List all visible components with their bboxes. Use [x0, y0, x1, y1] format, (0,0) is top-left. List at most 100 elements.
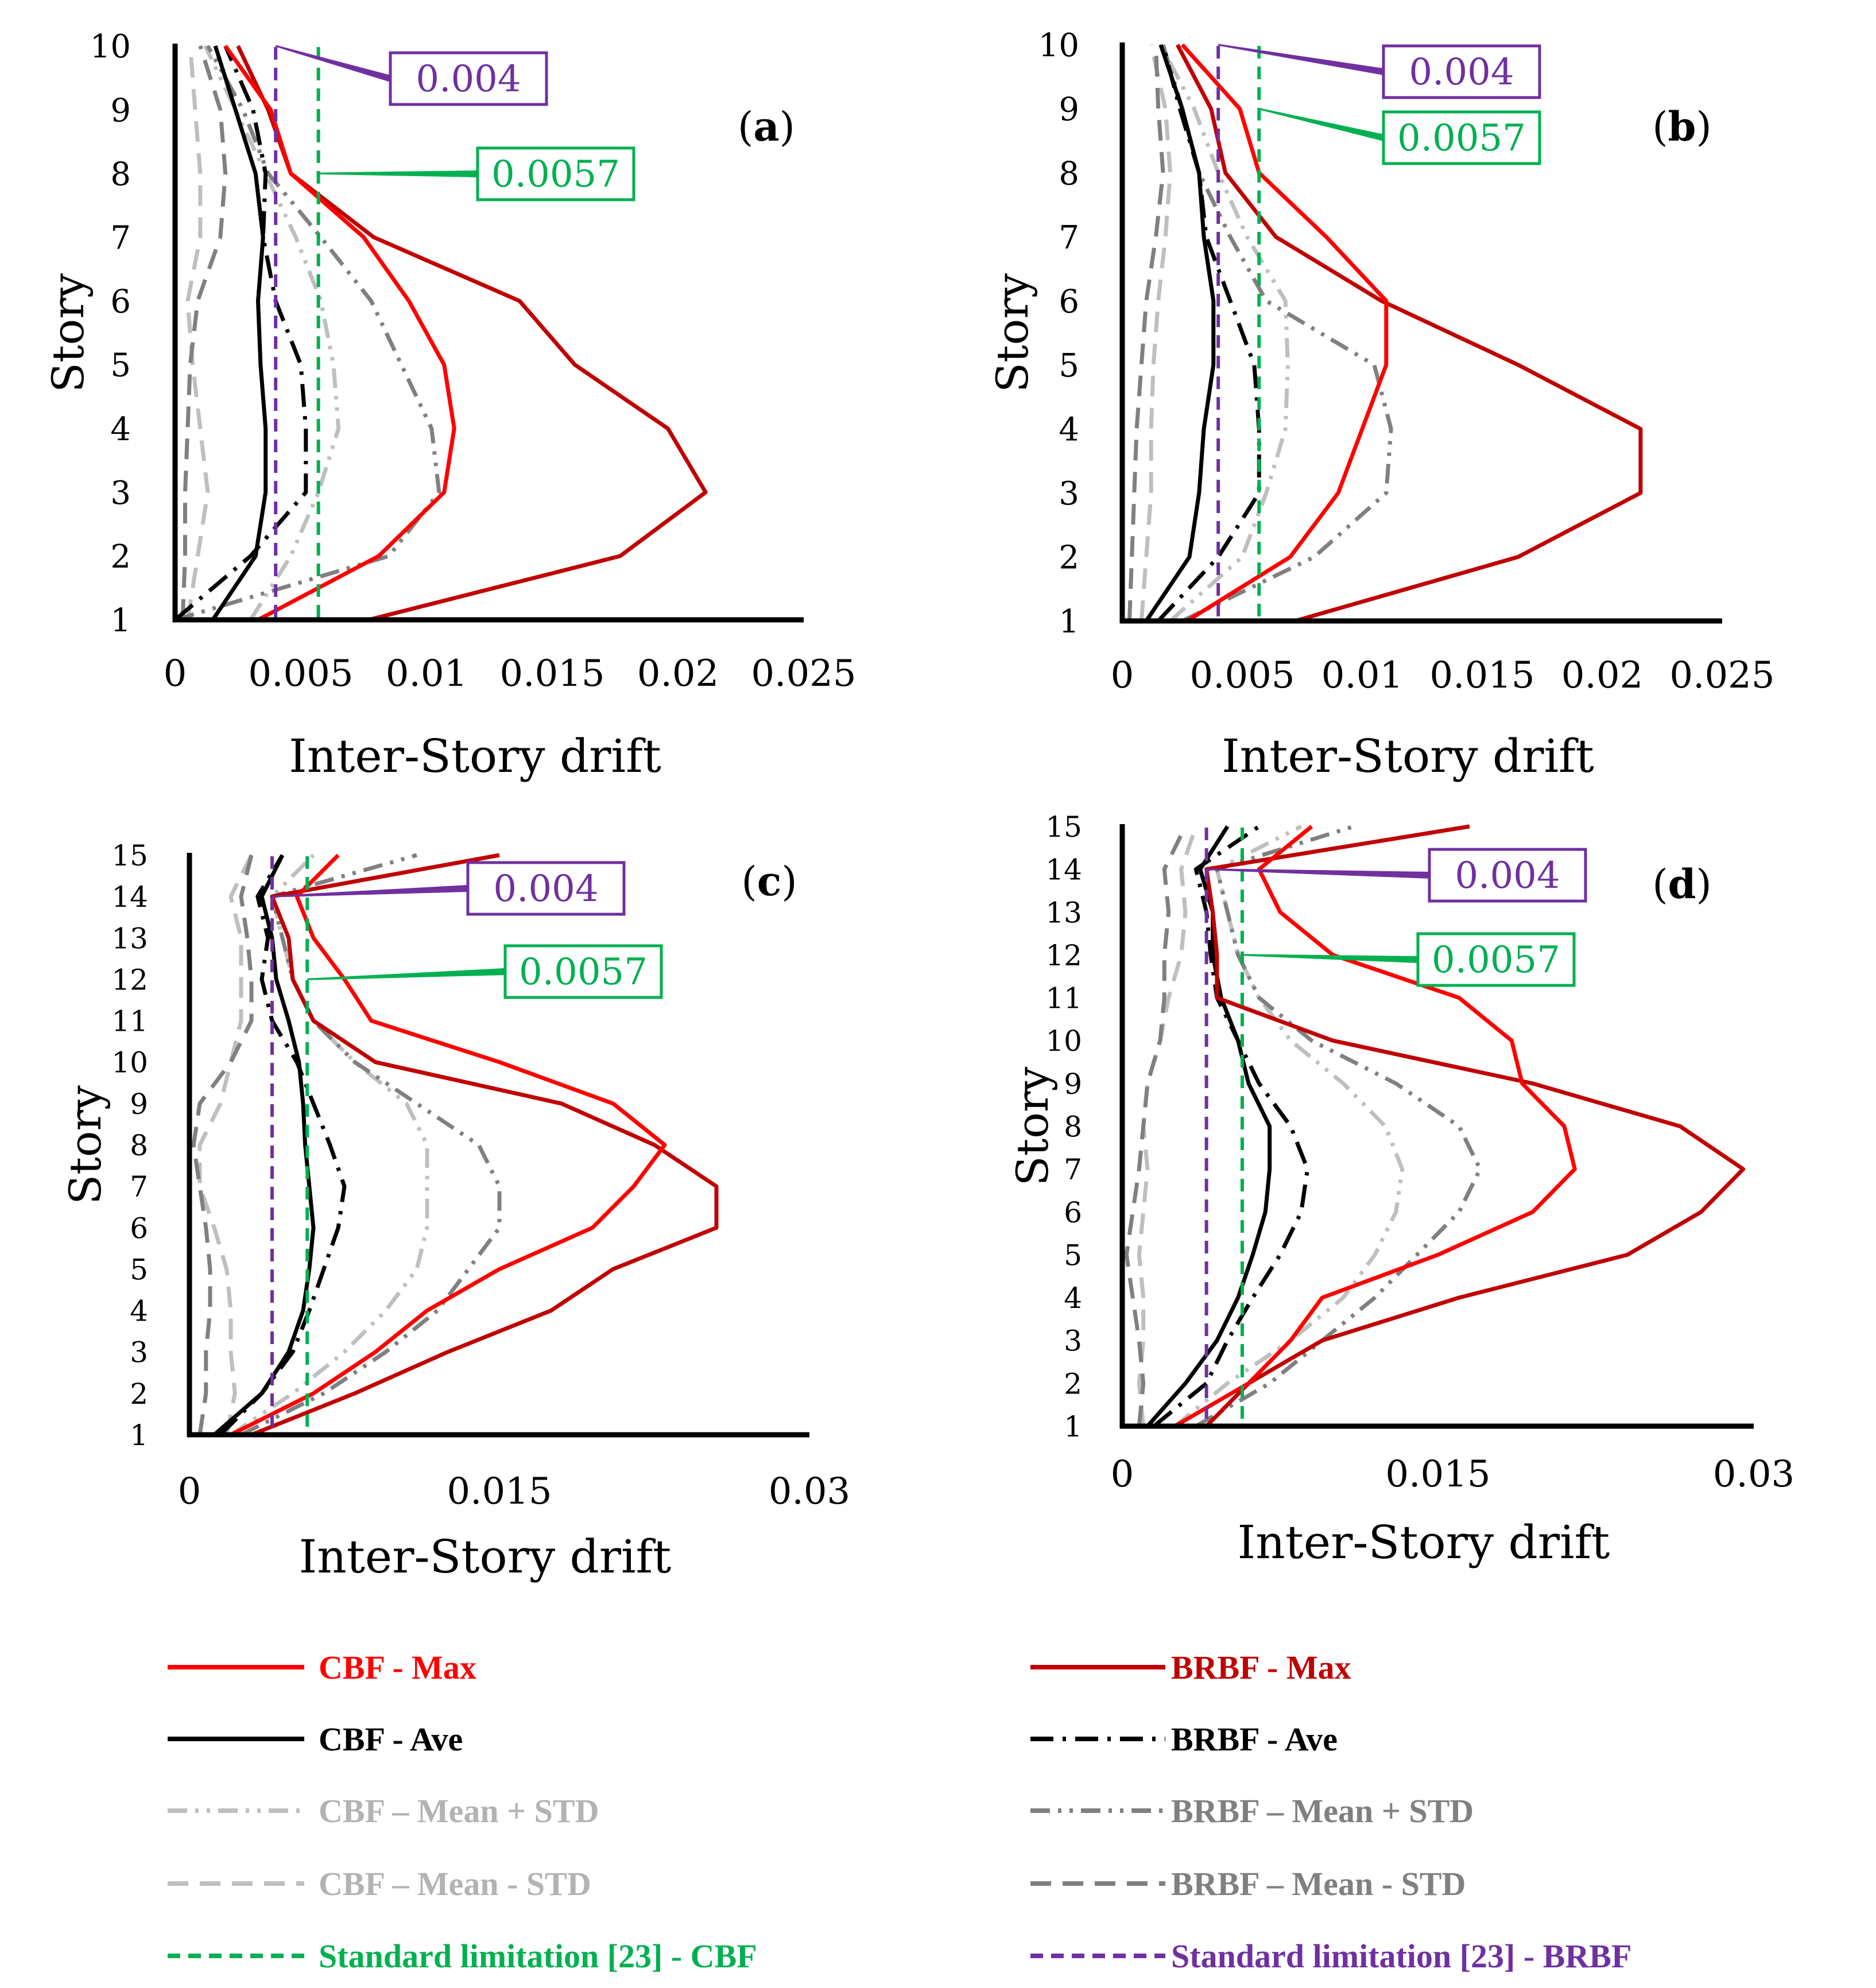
series-line-cbf_mps [230, 853, 429, 1436]
y-tick-label: 15 [111, 839, 148, 872]
legend-label: BRBF – Mean + STD [1171, 1792, 1474, 1830]
y-tick-label: 7 [110, 219, 131, 257]
legend-item-brbf_mms: BRBF – Mean - STD [1030, 1865, 1466, 1902]
y-tick-label: 8 [130, 1129, 148, 1162]
x-tick-label: 0.015 [447, 1470, 552, 1513]
y-tick-label: 11 [111, 1005, 148, 1038]
y-tick-label: 3 [1059, 475, 1079, 512]
y-tick-label: 9 [1064, 1067, 1082, 1101]
y-tick-label: 14 [111, 880, 148, 914]
y-tick-label: 5 [1064, 1238, 1082, 1272]
y-axis-label: Story [60, 1085, 111, 1205]
y-tick-label: 2 [110, 538, 131, 576]
series-line-brbf_max [1204, 824, 1746, 1428]
legend-label: BRBF - Ave [1171, 1721, 1338, 1758]
series-line-cbf_mps [1158, 44, 1290, 623]
callout-box-cbf_limit [503, 944, 663, 999]
series-line-cbf_ave [211, 45, 268, 621]
y-axis-label: Story [42, 273, 94, 393]
legend-label: CBF - Max [319, 1649, 476, 1686]
y-tick-label: 1 [130, 1419, 148, 1452]
y-tick-label: 1 [1064, 1410, 1082, 1443]
callout-box-cbf_limit [476, 146, 635, 201]
y-tick-label: 10 [90, 28, 131, 65]
x-tick-label: 0.025 [751, 653, 856, 695]
series-line-cbf_max [1180, 43, 1389, 623]
y-tick-label: 9 [1059, 91, 1079, 129]
y-tick-label: 6 [130, 1212, 148, 1245]
series-line-brbf_mms [1124, 825, 1188, 1427]
legend-item-brbf_max: BRBF - Max [1030, 1649, 1351, 1686]
legend-label: CBF – Mean + STD [319, 1792, 599, 1830]
y-axis-label: Story [1007, 1067, 1058, 1186]
callout-label-brbf_limit: 0.004 [416, 58, 521, 100]
panel-label: (b) [1652, 103, 1712, 150]
series-line-brbf_mms [191, 855, 254, 1435]
callout-label-brbf_limit: 0.004 [1409, 51, 1514, 94]
legend-item-brbf_ave: BRBF - Ave [1030, 1721, 1338, 1758]
y-tick-label: 7 [1059, 219, 1079, 257]
y-tick-label: 12 [111, 963, 148, 996]
callout-label-cbf_limit: 0.0057 [491, 153, 620, 196]
x-tick-label: 0 [178, 1470, 201, 1513]
y-tick-label: 10 [1045, 1024, 1082, 1058]
x-tick-label: 0 [1111, 1453, 1134, 1496]
series-line-brbf_ave [219, 854, 347, 1436]
y-axis-label: Story [987, 273, 1038, 393]
legend-label: Standard limitation [23] - CBF [319, 1937, 757, 1975]
x-tick-label: 0.02 [637, 653, 719, 695]
legend-item-brbf_limit: Standard limitation [23] - BRBF [1030, 1937, 1631, 1975]
x-tick-label: 0 [1111, 654, 1134, 697]
y-tick-label: 3 [1064, 1325, 1082, 1358]
series-line-brbf_ave [173, 45, 308, 622]
y-tick-label: 8 [1059, 155, 1079, 192]
y-tick-label: 7 [1064, 1153, 1082, 1186]
y-tick-label: 1 [1059, 603, 1079, 640]
x-tick-label: 0.02 [1561, 654, 1644, 697]
y-tick-label: 12 [1045, 939, 1082, 972]
legend-item-cbf_mms: CBF – Mean - STD [168, 1865, 591, 1902]
y-tick-label: 10 [1038, 27, 1079, 64]
y-tick-label: 5 [110, 347, 131, 385]
y-tick-label: 2 [130, 1377, 148, 1411]
series-line-cbf_ave [212, 854, 316, 1436]
x-tick-label: 0.015 [499, 653, 604, 695]
panel-label: (d) [1652, 860, 1712, 908]
callout-box-brbf_limit [1428, 848, 1587, 903]
legend-item-cbf_limit: Standard limitation [23] - CBF [168, 1937, 757, 1975]
legend-label: CBF - Ave [319, 1721, 463, 1758]
y-tick-label: 4 [1064, 1282, 1082, 1315]
y-tick-label: 6 [1059, 283, 1079, 320]
y-tick-label: 14 [1045, 853, 1082, 887]
series-line-cbf_mps [1173, 824, 1405, 1428]
y-tick-label: 3 [130, 1336, 148, 1369]
legend-label: CBF – Mean - STD [319, 1865, 591, 1902]
legend-label: BRBF – Mean - STD [1171, 1865, 1466, 1902]
series-line-cbf_max [223, 44, 456, 622]
y-tick-label: 4 [110, 411, 131, 448]
panel-a: 1 2 3 4 5 6 7 8 9 10 0 0.005 0.01 0.015 0.02 0.025 Inter… [42, 28, 856, 783]
x-tick-label: 0.01 [386, 653, 468, 695]
y-tick-label: 10 [111, 1046, 148, 1080]
callout-box-cbf_limit [1416, 932, 1576, 987]
callout-label-brbf_limit: 0.004 [493, 868, 598, 910]
y-tick-label: 6 [1064, 1196, 1082, 1229]
x-tick-label: 0.005 [248, 653, 353, 695]
callout-box-brbf_limit [389, 51, 548, 106]
x-axis-label: Inter-Story drift [1238, 1516, 1610, 1569]
x-tick-label: 0.025 [1669, 654, 1774, 697]
series-line-cbf_mms [197, 854, 254, 1435]
callout-label-brbf_limit: 0.004 [1455, 855, 1560, 897]
y-tick-label: 8 [1064, 1111, 1082, 1144]
y-tick-label: 5 [130, 1253, 148, 1286]
y-tick-label: 3 [110, 475, 131, 512]
panel-b: 1 2 3 4 5 6 7 8 9 10 0 0.005 0.01 0.015 0.02 0.025 Inter… [987, 27, 1775, 783]
series-line-cbf_max [1173, 825, 1577, 1428]
y-tick-label: 8 [110, 156, 131, 193]
y-tick-label: 2 [1059, 539, 1079, 577]
callout-box-brbf_limit [466, 861, 626, 916]
callout-label-cbf_limit: 0.0057 [1397, 117, 1526, 160]
series-line-cbf_mms [185, 45, 210, 620]
